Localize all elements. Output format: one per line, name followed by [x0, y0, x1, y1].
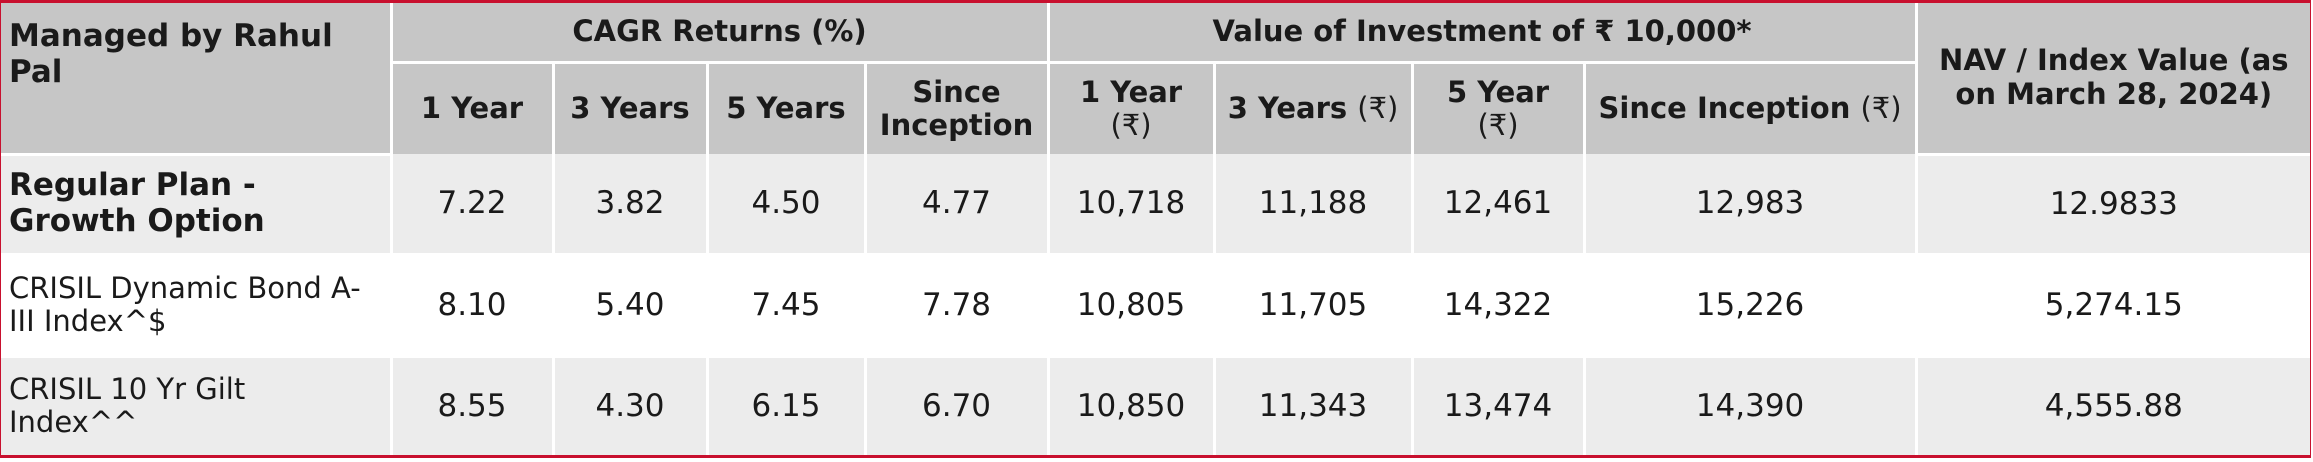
- cagr-cell: 4.30: [551, 353, 709, 455]
- value-col-label: Since Inception: [1598, 91, 1851, 126]
- rupee-unit: (₹): [1477, 108, 1519, 142]
- value-cell: 13,474: [1410, 353, 1586, 455]
- value-col-header: 5 Year (₹): [1410, 62, 1586, 154]
- row-label: CRISIL Dynamic Bond A-III Index^$: [1, 252, 393, 356]
- row-label: CRISIL 10 Yr Gilt Index^^: [1, 353, 393, 455]
- cagr-cell: 4.77: [863, 154, 1050, 255]
- value-cell: 10,850: [1046, 353, 1216, 455]
- cagr-cell: 8.55: [389, 353, 555, 455]
- nav-cell: 5,274.15: [1914, 252, 2311, 356]
- cagr-cell: 6.70: [863, 353, 1050, 455]
- value-col-header: 3 Years (₹): [1212, 62, 1414, 154]
- value-col-label: 3 Years: [1227, 91, 1348, 126]
- fund-manager-header: Managed by Rahul Pal: [1, 3, 393, 156]
- rupee-unit: (₹): [1860, 91, 1902, 126]
- value-col-label: 1 Year: [1079, 74, 1183, 109]
- value-cell: 10,718: [1046, 154, 1216, 255]
- nav-cell: 12.9833: [1914, 154, 2311, 255]
- table-row: CRISIL 10 Yr Gilt Index^^ 8.55 4.30 6.15…: [1, 353, 2311, 455]
- cagr-cell: 6.15: [705, 353, 867, 455]
- nav-header: NAV / Index Value (as on March 28, 2024): [1914, 3, 2311, 156]
- cagr-cell: 7.22: [389, 154, 555, 255]
- returns-table: Managed by Rahul Pal CAGR Returns (%) Va…: [1, 3, 2311, 455]
- header-row-groups: Managed by Rahul Pal CAGR Returns (%) Va…: [1, 3, 2311, 156]
- rupee-unit: (₹): [1110, 108, 1152, 142]
- cagr-cell: 3.82: [551, 154, 709, 255]
- value-col-label: 5 Year: [1446, 74, 1550, 109]
- cagr-col-header: 3 Years: [551, 62, 709, 154]
- value-cell: 12,461: [1410, 154, 1586, 255]
- value-cell: 15,226: [1582, 252, 1918, 356]
- cagr-cell: 4.50: [705, 154, 867, 255]
- cagr-cell: 7.45: [705, 252, 867, 356]
- value-cell: 12,983: [1582, 154, 1918, 255]
- value-cell: 11,343: [1212, 353, 1414, 455]
- value-col-header: Since Inception (₹): [1582, 62, 1917, 154]
- cagr-cell: 7.78: [863, 252, 1050, 356]
- value-group-header: Value of Investment of ₹ 10,000*: [1046, 3, 1918, 64]
- value-col-header: 1 Year (₹): [1046, 62, 1216, 154]
- row-label: Regular Plan - Growth Option: [1, 154, 393, 255]
- rupee-unit: (₹): [1357, 91, 1399, 126]
- cagr-cell: 8.10: [389, 252, 555, 356]
- cagr-col-header: Since Inception: [863, 62, 1050, 154]
- value-cell: 14,322: [1410, 252, 1586, 356]
- table-row: Regular Plan - Growth Option 7.22 3.82 4…: [1, 154, 2311, 255]
- value-cell: 10,805: [1046, 252, 1216, 356]
- header-row-columns: 1 Year 3 Years 5 Years Since Inception 1…: [1, 62, 2310, 154]
- value-cell: 11,188: [1212, 154, 1414, 255]
- nav-cell: 4,555.88: [1914, 353, 2311, 455]
- value-cell: 14,390: [1582, 353, 1918, 455]
- table-row: CRISIL Dynamic Bond A-III Index^$ 8.10 5…: [1, 252, 2311, 356]
- cagr-cell: 5.40: [551, 252, 709, 356]
- value-cell: 11,705: [1212, 252, 1414, 356]
- cagr-group-header: CAGR Returns (%): [389, 3, 1050, 64]
- cagr-col-header: 5 Years: [705, 62, 867, 154]
- cagr-col-header: 1 Year: [391, 62, 555, 154]
